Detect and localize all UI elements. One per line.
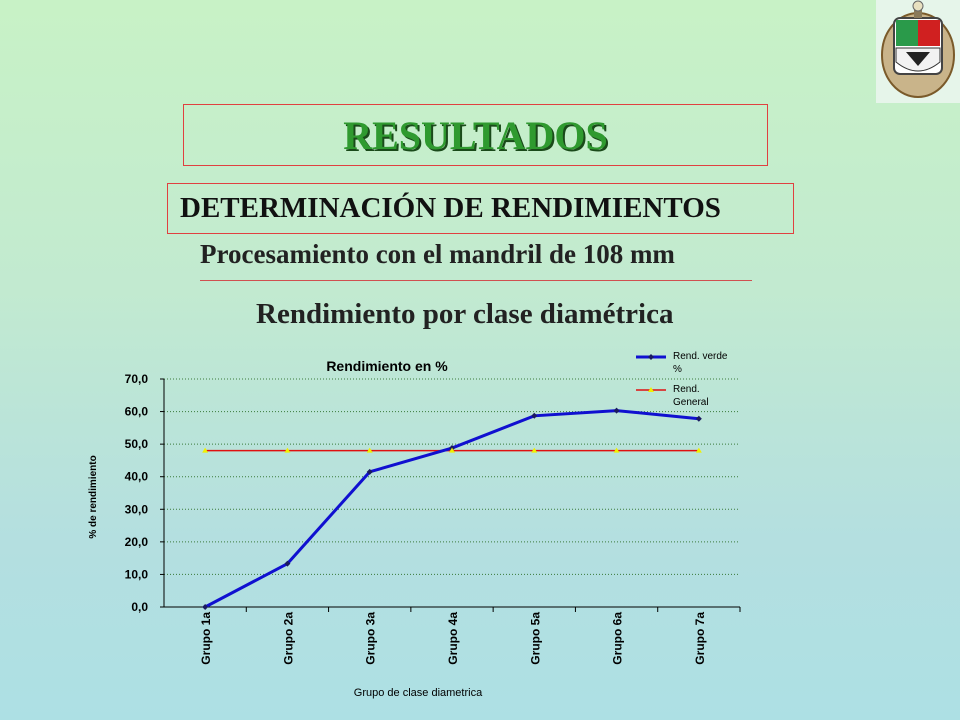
x-tick-label: Grupo 7a [693,612,707,665]
x-axis-label: Grupo de clase diametrica [354,687,483,699]
data-point [531,447,538,453]
data-point [366,447,373,453]
section-title: Rendimiento por clase diamétrica [256,298,674,330]
y-tick-label: 0,0 [131,600,148,614]
data-point [202,604,209,610]
data-point [284,560,291,567]
data-point [531,412,538,419]
chart-title: Rendimiento en % [326,358,448,374]
coat-of-arms-icon [881,0,955,98]
data-point [613,407,620,414]
y-tick-label: 30,0 [125,502,149,516]
heading-box: RESULTADOS [183,104,768,166]
y-tick-label: 60,0 [125,405,149,419]
x-tick-label: Grupo 6a [611,612,625,665]
legend-marker [648,354,654,360]
y-tick-label: 50,0 [125,437,149,451]
page-title: RESULTADOS [343,112,608,158]
legend-label: Rend. General [673,384,709,408]
y-axis-label: % de rendimiento [88,455,99,538]
process-title: Procesamiento con el mandril de 108 mm [200,239,675,269]
data-point [695,447,702,453]
divider [200,280,752,281]
x-tick-label: Grupo 3a [364,612,378,665]
subheading: DETERMINACIÓN DE RENDIMIENTOS [180,192,721,224]
data-point [202,447,209,453]
legend-label: Rend. verde% [673,351,728,375]
x-tick-label: Grupo 5a [528,612,542,665]
data-point [695,415,702,422]
y-tick-label: 70,0 [125,372,149,386]
chart-legend: Rend. verde % Rend. General [636,351,728,408]
data-point [449,447,455,453]
x-tick-label: Grupo 4a [446,612,460,665]
y-tick-label: 40,0 [125,470,149,484]
data-point [366,468,373,475]
subheading-box: DETERMINACIÓN DE RENDIMIENTOS [167,183,794,234]
legend-marker [648,387,654,392]
y-tick-label: 20,0 [125,535,149,549]
data-point [613,447,620,453]
x-tick-label: Grupo 2a [281,612,295,665]
y-tick-label: 10,0 [125,567,149,581]
data-point [284,447,291,453]
coat-of-arms-logo [876,0,960,103]
x-tick-label: Grupo 1a [199,612,213,665]
